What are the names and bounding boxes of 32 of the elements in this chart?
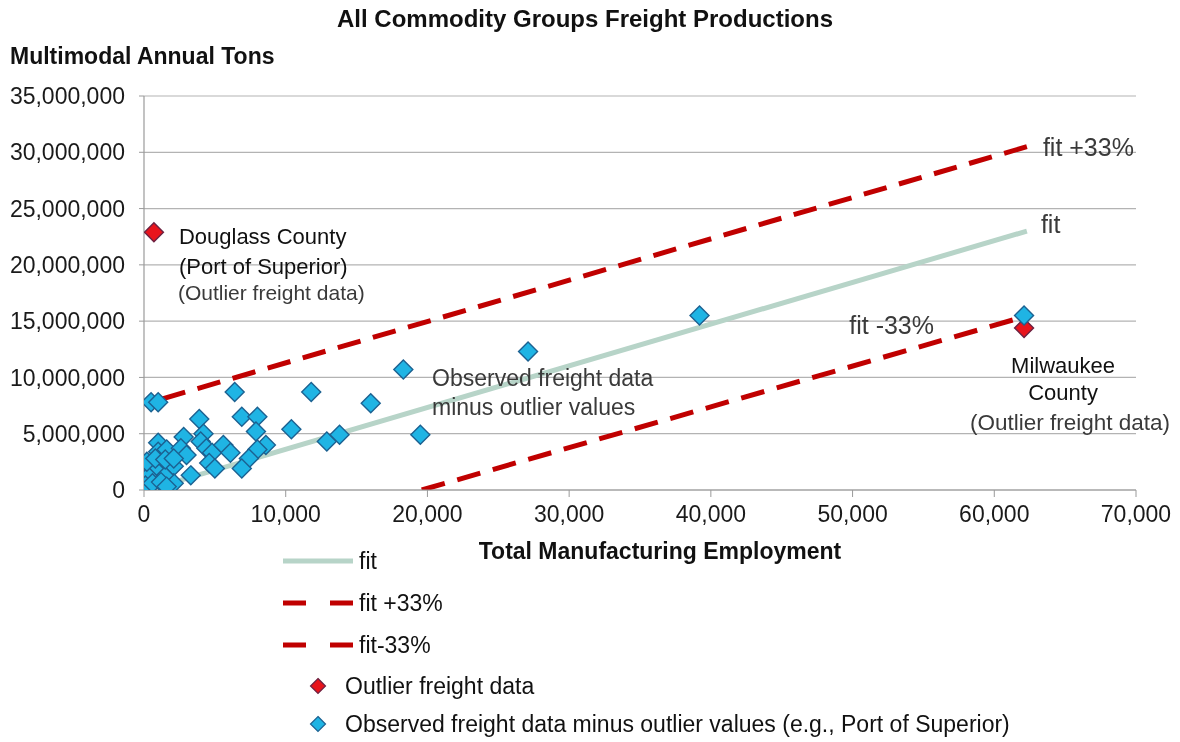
annotation: Milwaukee County	[1011, 352, 1116, 405]
y-tick-label: 20,000,000	[9, 252, 125, 279]
annotation: (Outlier freight data)	[969, 409, 1171, 435]
annotation: Observed freight data minus outlier values	[432, 365, 654, 420]
x-tick-label: 70,000	[1100, 501, 1172, 528]
annotation: fit	[1040, 210, 1061, 239]
legend-label: Observed freight data minus outlier values (e.g., Port of Superior)	[345, 710, 1010, 737]
x-tick-label: 50,000	[817, 501, 888, 528]
y-tick-label: 30,000,000	[9, 139, 125, 166]
annotation: fit +33%	[1042, 132, 1134, 161]
chart-title: All Commodity Groups Freight Productions	[336, 5, 834, 33]
x-tick-label: 10,000	[250, 501, 321, 528]
y-tick-label: 25,000,000	[9, 195, 125, 222]
x-tick-label: 20,000	[392, 501, 463, 528]
y-tick-label: 5,000,000	[22, 420, 125, 447]
x-tick-label: 60,000	[959, 501, 1030, 528]
x-axis-title: Total Manufacturing Employment	[478, 538, 842, 564]
x-tick-label: 30,000	[533, 501, 605, 528]
x-tick-label: 0	[137, 501, 151, 528]
annotation: fit -33%	[849, 311, 934, 339]
x-tick-label: 40,000	[675, 501, 747, 528]
legend-label: Outlier freight data	[345, 672, 535, 699]
y-tick-label: 15,000,000	[9, 308, 125, 335]
y-tick-label: 0	[112, 477, 125, 504]
legend-label: fit	[359, 547, 377, 574]
legend-label: fit +33%	[359, 589, 443, 616]
y-tick-label: 10,000,000	[9, 364, 125, 391]
annotation: (Outlier freight data)	[177, 280, 365, 304]
legend-label: fit-33%	[359, 631, 431, 658]
y-tick-label: 35,000,000	[9, 83, 125, 110]
annotation: Douglass County (Port of Superior)	[178, 223, 348, 279]
y-axis-title: Multimodal Annual Tons	[10, 43, 275, 70]
